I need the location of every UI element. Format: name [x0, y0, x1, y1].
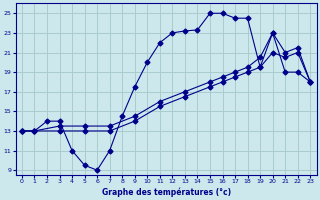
X-axis label: Graphe des températures (°c): Graphe des températures (°c) [101, 187, 231, 197]
